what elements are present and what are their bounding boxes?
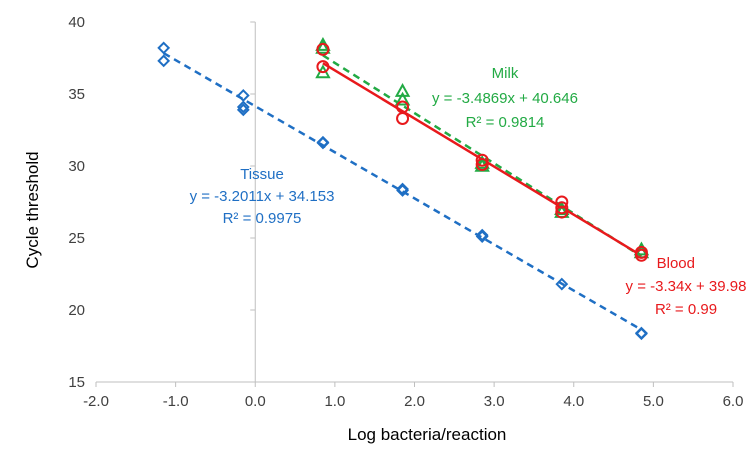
series-name-blood: Blood [657,255,695,272]
data-point-blood [475,153,489,167]
data-point-milk [474,155,490,169]
x-tick-label: 4.0 [563,393,584,410]
x-axis-title: Log bacteria/reaction [348,425,507,444]
data-point-tissue [157,54,171,68]
data-point-tissue [316,136,330,150]
points-milk [315,36,650,259]
y-tick-label: 15 [68,374,85,391]
trendline-tissue [163,52,643,331]
data-point-tissue [475,230,489,243]
y-tick-label: 30 [68,158,85,175]
data-point-tissue [475,228,489,242]
y-tick-label: 35 [68,86,85,103]
equation-tissue: y = -3.2011x + 34.153 [190,188,335,205]
y-axis-title: Cycle threshold [23,151,42,268]
y-tick-label: 25 [68,230,85,247]
x-tick-label: 6.0 [723,393,744,410]
r2-milk: R² = 0.9814 [466,114,545,131]
axes: -2.0 -1.0 0.0 1.0 2.0 3.0 4.0 5.0 6.0 15 20 25 30 35 4… [68,14,743,410]
data-point-blood [475,158,489,172]
data-point-milk [315,39,331,54]
data-point-tissue [396,182,409,196]
x-tick-label: 0.0 [245,393,266,410]
data-point-milk [394,83,411,97]
x-tick-label: -2.0 [83,393,109,410]
data-point-blood [396,111,410,125]
equation-blood: y = -3.34x + 39.98 [626,278,747,295]
data-point-tissue [635,327,648,341]
data-point-blood [316,60,330,74]
series-label-tissue: Tissue y = -3.2011x + 34.153 R² = 0.9975 [190,166,335,227]
y-tick-label: 40 [68,14,85,31]
series-name-milk: Milk [492,65,519,82]
x-tick-label: 5.0 [643,393,664,410]
equation-milk: y = -3.4869x + 40.646 [432,90,578,107]
data-point-tissue [236,100,250,114]
data-point-tissue [396,184,409,197]
data-point-tissue [555,277,569,291]
x-tick-label: 2.0 [404,393,425,410]
x-tick-label: -1.0 [163,393,189,410]
data-point-blood [634,248,648,262]
data-point-blood [555,201,569,215]
series-label-milk: Milk y = -3.4869x + 40.646 R² = 0.9814 [432,65,578,131]
x-tick-label: 1.0 [324,393,345,410]
points-tissue [157,41,648,341]
data-points [157,36,650,341]
series-name-tissue: Tissue [240,166,284,183]
data-point-tissue [157,41,171,55]
points-blood [316,42,648,262]
series-label-blood: Blood y = -3.34x + 39.98 R² = 0.99 [626,255,747,318]
y-tick-label: 20 [68,302,85,319]
data-point-blood [316,42,330,56]
data-point-tissue [236,103,250,117]
data-point-blood [555,205,569,219]
data-point-milk [394,91,411,106]
data-point-tissue [236,89,250,102]
r2-tissue: R² = 0.9975 [223,210,302,227]
r2-blood: R² = 0.99 [655,301,717,318]
x-tick-label: 3.0 [484,393,505,410]
